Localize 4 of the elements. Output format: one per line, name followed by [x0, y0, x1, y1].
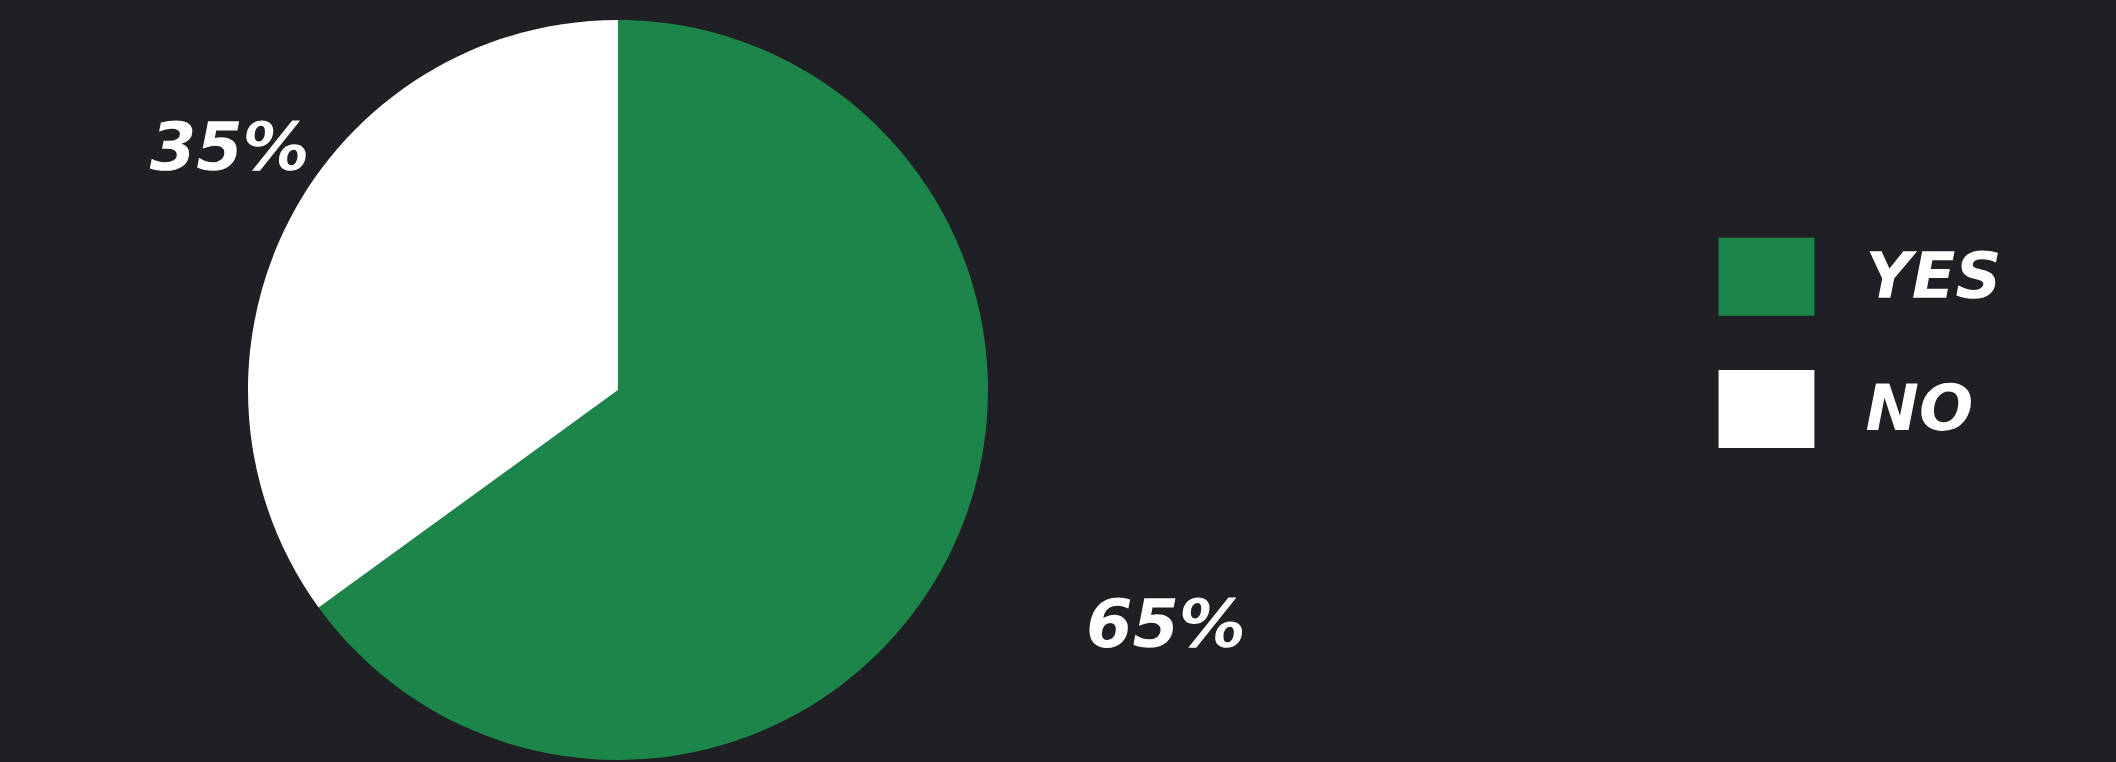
- data-label: 65%: [1089, 597, 1243, 648]
- legend-label: YES: [1869, 250, 1998, 299]
- data-label: 35%: [149, 120, 306, 171]
- legend-label: NO: [1866, 382, 1971, 432]
